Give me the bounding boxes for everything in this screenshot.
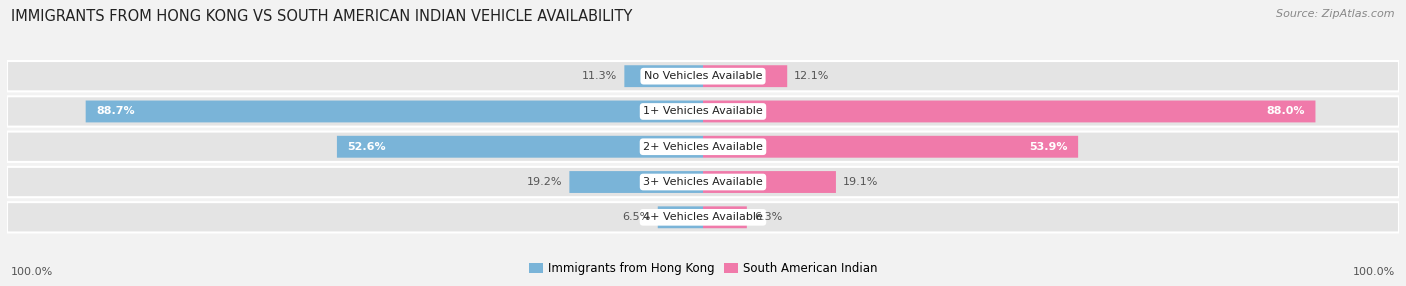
Text: 19.1%: 19.1% xyxy=(842,177,879,187)
FancyBboxPatch shape xyxy=(7,167,1399,197)
Text: 100.0%: 100.0% xyxy=(1353,267,1395,277)
FancyBboxPatch shape xyxy=(703,100,1316,122)
FancyBboxPatch shape xyxy=(7,202,1399,233)
Text: 100.0%: 100.0% xyxy=(11,267,53,277)
FancyBboxPatch shape xyxy=(337,136,703,158)
FancyBboxPatch shape xyxy=(703,136,1078,158)
FancyBboxPatch shape xyxy=(703,171,837,193)
Text: 88.7%: 88.7% xyxy=(96,106,135,116)
Text: 11.3%: 11.3% xyxy=(582,71,617,81)
FancyBboxPatch shape xyxy=(7,61,1399,91)
FancyBboxPatch shape xyxy=(86,100,703,122)
FancyBboxPatch shape xyxy=(658,206,703,228)
Text: 6.3%: 6.3% xyxy=(754,212,782,222)
Text: 52.6%: 52.6% xyxy=(347,142,387,152)
FancyBboxPatch shape xyxy=(624,65,703,87)
FancyBboxPatch shape xyxy=(7,132,1399,162)
Text: 88.0%: 88.0% xyxy=(1267,106,1305,116)
Text: 12.1%: 12.1% xyxy=(794,71,830,81)
Text: Source: ZipAtlas.com: Source: ZipAtlas.com xyxy=(1277,9,1395,19)
FancyBboxPatch shape xyxy=(703,206,747,228)
Text: 19.2%: 19.2% xyxy=(527,177,562,187)
Text: 53.9%: 53.9% xyxy=(1029,142,1067,152)
Text: 4+ Vehicles Available: 4+ Vehicles Available xyxy=(643,212,763,222)
Text: 3+ Vehicles Available: 3+ Vehicles Available xyxy=(643,177,763,187)
FancyBboxPatch shape xyxy=(703,65,787,87)
Text: 6.5%: 6.5% xyxy=(623,212,651,222)
Text: No Vehicles Available: No Vehicles Available xyxy=(644,71,762,81)
Text: 1+ Vehicles Available: 1+ Vehicles Available xyxy=(643,106,763,116)
FancyBboxPatch shape xyxy=(569,171,703,193)
FancyBboxPatch shape xyxy=(7,96,1399,127)
Text: 2+ Vehicles Available: 2+ Vehicles Available xyxy=(643,142,763,152)
Text: IMMIGRANTS FROM HONG KONG VS SOUTH AMERICAN INDIAN VEHICLE AVAILABILITY: IMMIGRANTS FROM HONG KONG VS SOUTH AMERI… xyxy=(11,9,633,23)
Legend: Immigrants from Hong Kong, South American Indian: Immigrants from Hong Kong, South America… xyxy=(524,258,882,280)
